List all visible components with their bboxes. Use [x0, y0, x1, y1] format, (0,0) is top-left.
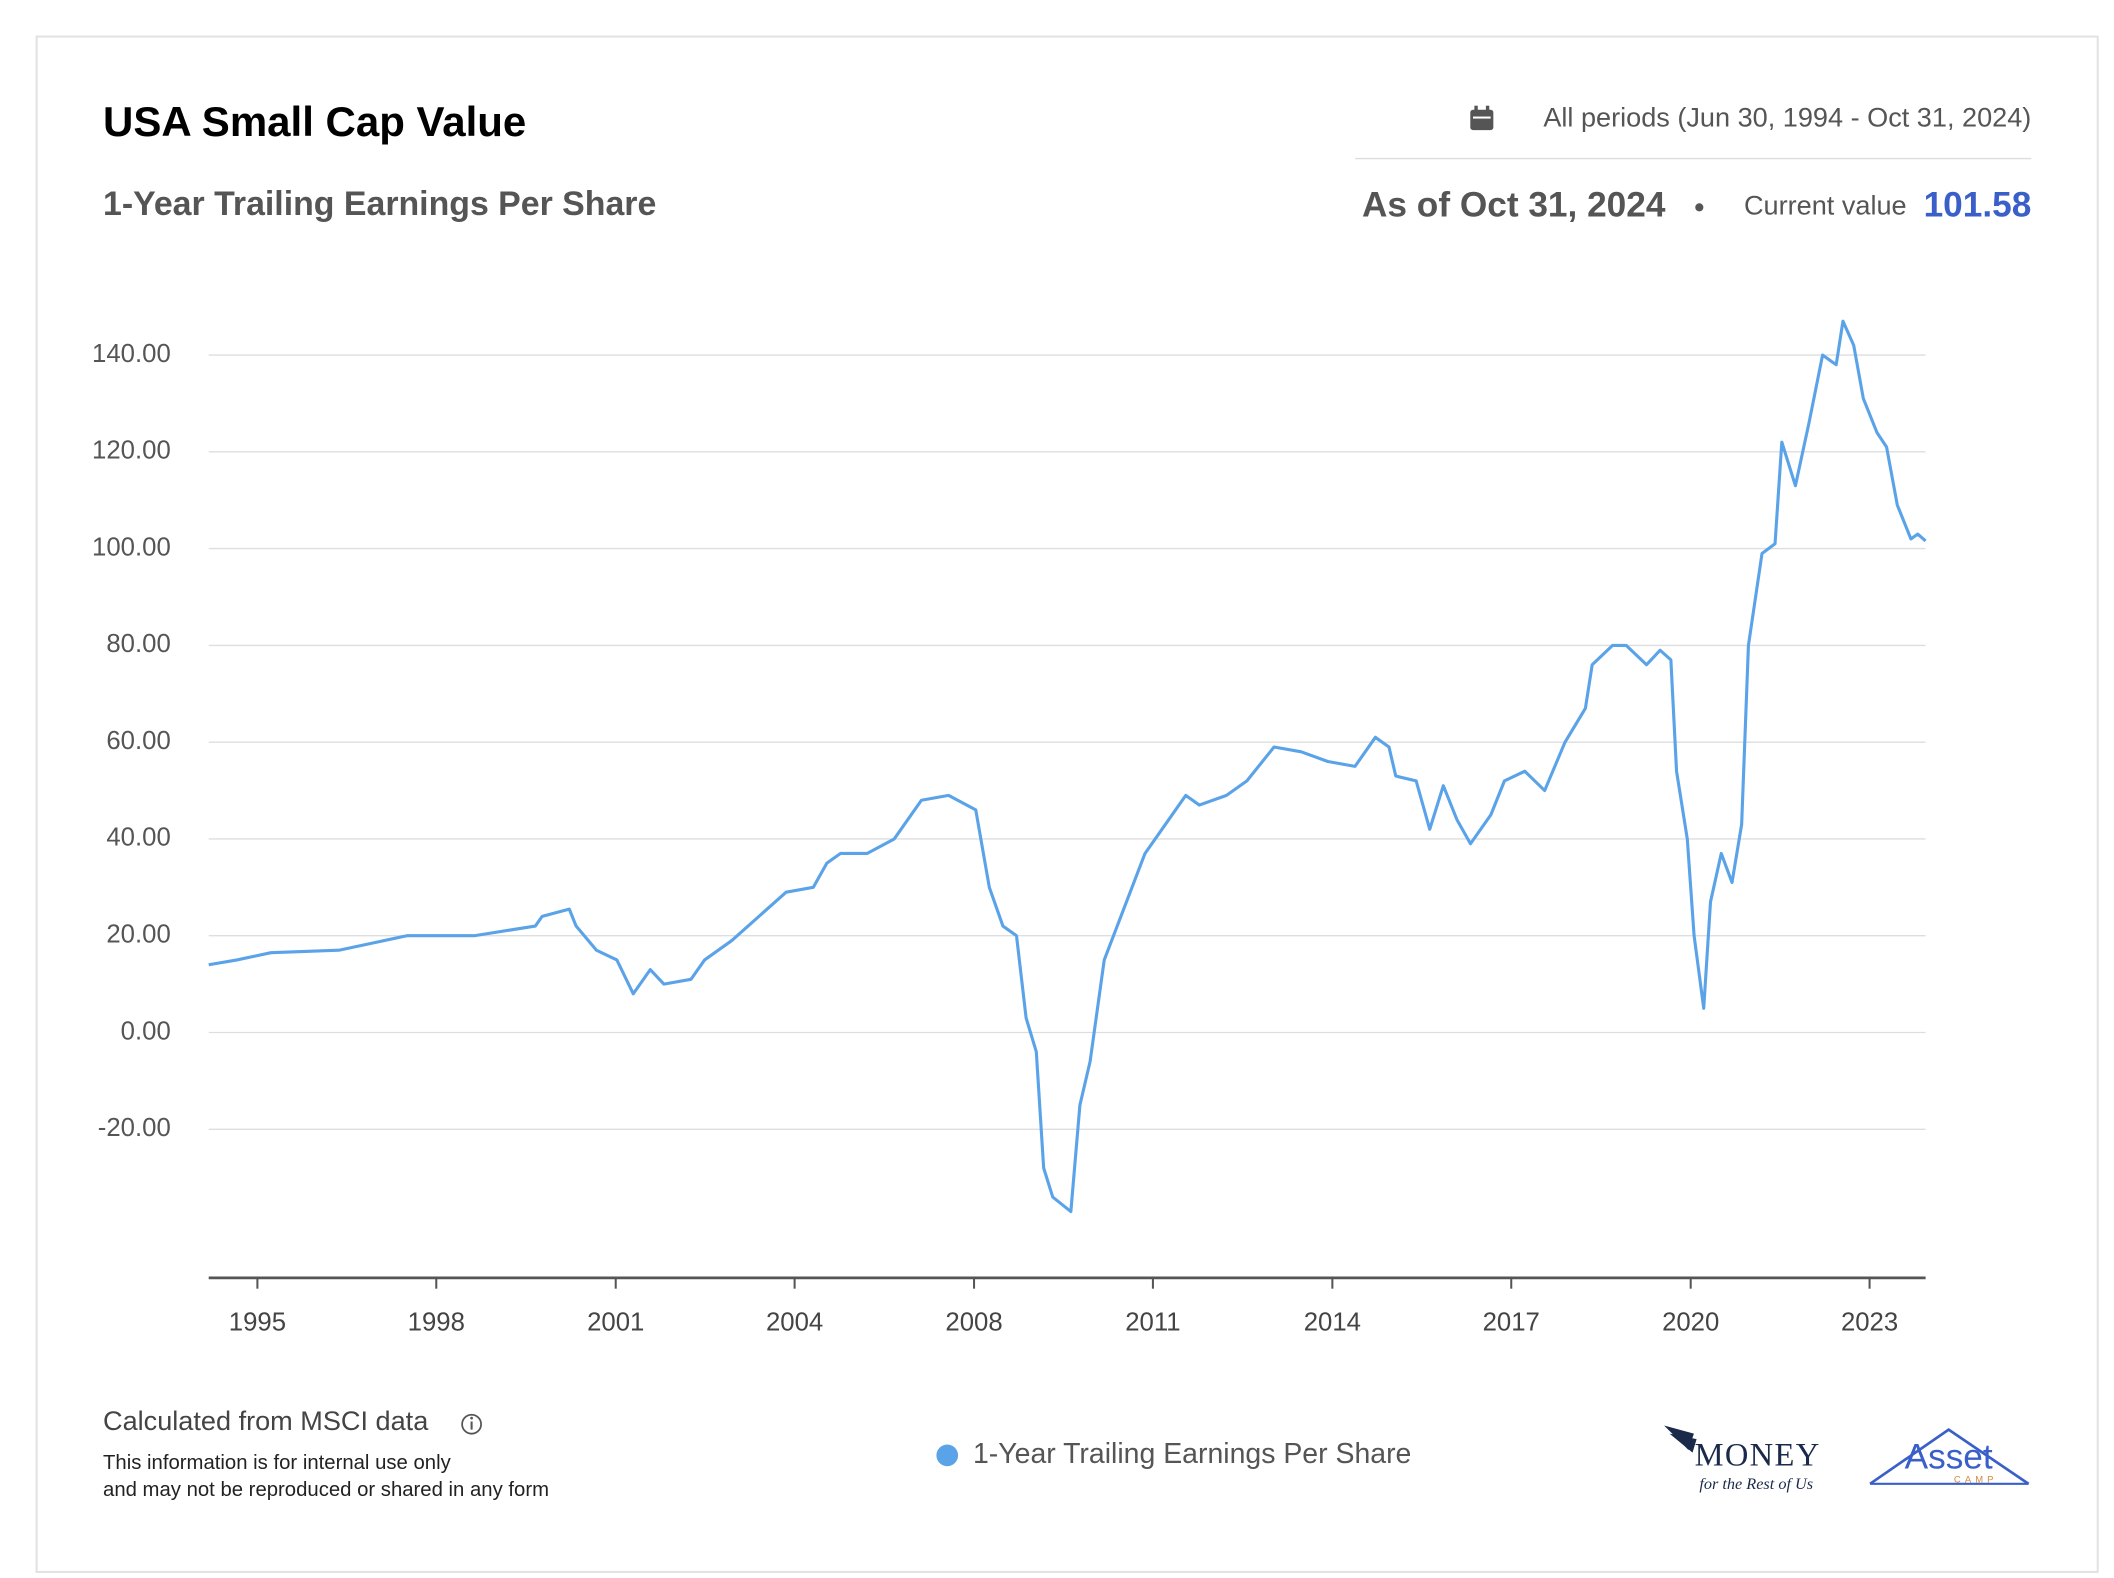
as-of: As of Oct 31, 2024: [1362, 186, 1666, 225]
y-tick-label: 80.00: [106, 630, 170, 658]
x-tick-label: 2014: [1304, 1309, 1361, 1337]
period[interactable]: All periods (Jun 30, 1994 - Oct 31, 2024…: [1543, 101, 2031, 132]
logo-text: for the Rest of Us: [1699, 1475, 1813, 1493]
x-tick-label: 2001: [587, 1309, 644, 1337]
x-tick-label: 2004: [766, 1309, 823, 1337]
calendar-icon: [1470, 105, 1494, 131]
y-tick-label: 120.00: [92, 437, 171, 465]
x-tick-label: 2011: [1125, 1309, 1180, 1337]
chart-subtitle: 1-Year Trailing Earnings Per Share: [103, 185, 656, 223]
x-tick-label: 1995: [229, 1309, 286, 1337]
logo-text: MONEY: [1695, 1438, 1821, 1474]
series-line: [208, 319, 1927, 1214]
y-tick-label: -20.00: [98, 1114, 171, 1142]
x-tick-label: 2017: [1483, 1309, 1540, 1337]
y-tick-label: 20.00: [106, 921, 170, 949]
card: [35, 35, 2099, 1573]
x-tick-label: 2020: [1662, 1309, 1719, 1337]
chart-title: USA Small Cap Value: [103, 98, 526, 145]
y-tick-label: 100.00: [92, 533, 171, 561]
x-tick-label: 2023: [1841, 1309, 1898, 1337]
logo-text: Asset: [1905, 1438, 1993, 1477]
current-value-label: Current value: [1744, 189, 1907, 220]
y-tick-label: 0.00: [121, 1017, 171, 1045]
plot-area: -20.00 0.00 20.00 40.00 60.00 80.00 100.00 120.…: [92, 319, 1927, 1337]
y-tick-label: 140.00: [92, 340, 171, 368]
disclaimer: This information is for internal use onl…: [103, 1452, 452, 1474]
y-tick-label: 60.00: [106, 727, 170, 755]
source: Calculated from MSCI data: [103, 1405, 429, 1436]
dot-separator: [1695, 203, 1704, 212]
x-tick-label: 1998: [408, 1309, 465, 1337]
x-tick-label: 2008: [945, 1309, 1002, 1337]
logo-text: CAMP: [1954, 1474, 1998, 1485]
y-tick-label: 40.00: [106, 824, 170, 852]
current-value: 101.58: [1924, 186, 2032, 225]
disclaimer: and may not be reproduced or shared in a…: [103, 1479, 549, 1501]
money-logo: MONEY for the Rest of Us: [1664, 1425, 1821, 1493]
info-icon[interactable]: [461, 1413, 482, 1435]
legend-label[interactable]: 1-Year Trailing Earnings Per Share: [973, 1438, 1411, 1470]
legend-marker[interactable]: [936, 1444, 959, 1467]
asset-camp-logo: Asset CAMP: [1869, 1427, 2030, 1485]
